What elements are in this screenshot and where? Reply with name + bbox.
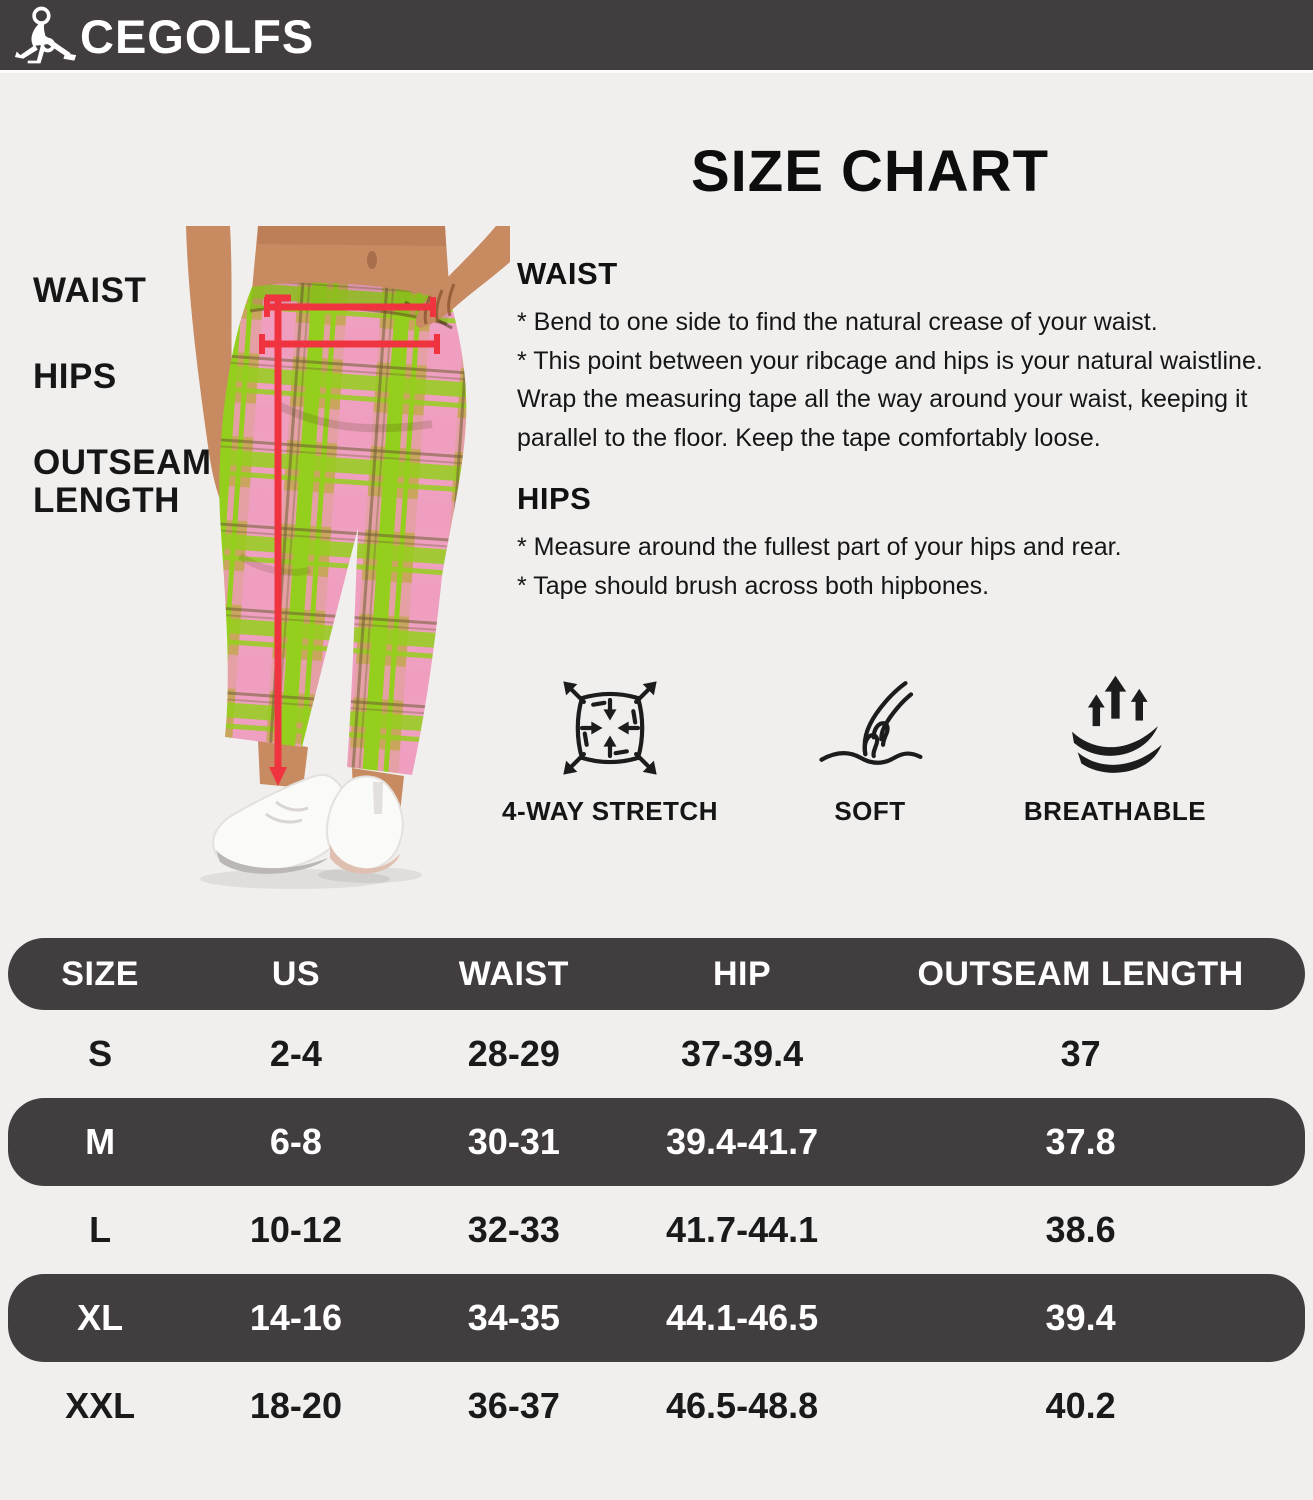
- waist-measure-label: WAIST: [33, 271, 147, 310]
- cell-us: 14-16: [249, 1297, 342, 1338]
- cell-outseam: 37: [1060, 1033, 1101, 1074]
- table-row-l: L 10-12 32-33 41.7-44.1 38.6: [8, 1186, 1305, 1274]
- cell-hip: 46.5-48.8: [666, 1385, 819, 1426]
- cell-size: XL: [77, 1297, 124, 1338]
- hips-measure-label: HIPS: [33, 357, 117, 396]
- feature-breathable: BREATHABLE: [1000, 672, 1230, 827]
- column-header-hip: HIP: [712, 954, 772, 993]
- size-table: SIZE US WAIST HIP OUTSEAM LENGTH S 2-4 2…: [8, 938, 1305, 1450]
- waist-instructions-heading: WAIST: [517, 256, 618, 291]
- cell-us: 6-8: [269, 1121, 322, 1162]
- table-row-xxl: XXL 18-20 36-37 46.5-48.8 40.2: [8, 1362, 1305, 1450]
- cell-us: 18-20: [249, 1385, 342, 1426]
- feature-label: SOFT: [834, 796, 906, 826]
- table-row-xl: XL 14-16 34-35 44.1-46.5 39.4: [8, 1274, 1305, 1362]
- cell-waist: 34-35: [467, 1297, 560, 1338]
- cell-outseam: 37.8: [1045, 1121, 1116, 1162]
- cell-waist: 32-33: [467, 1209, 560, 1250]
- feature-four-way-stretch: 4-WAY STRETCH: [500, 672, 720, 827]
- size-table-header: SIZE US WAIST HIP OUTSEAM LENGTH: [8, 938, 1305, 1010]
- cell-outseam: 39.4: [1045, 1297, 1116, 1338]
- cell-outseam: 38.6: [1045, 1209, 1116, 1250]
- cell-hip: 37-39.4: [681, 1033, 804, 1074]
- table-row-m: M 6-8 30-31 39.4-41.7 37.8: [8, 1098, 1305, 1186]
- soft-touch-icon: [819, 681, 923, 765]
- column-header-size: SIZE: [61, 954, 139, 993]
- cell-waist: 36-37: [467, 1385, 560, 1426]
- cell-size: S: [88, 1033, 113, 1074]
- hips-instructions-heading: HIPS: [517, 481, 592, 516]
- model-photo: [180, 226, 510, 936]
- cell-size: L: [89, 1209, 112, 1250]
- cell-size: M: [85, 1121, 116, 1162]
- waist-bullet-1: * Bend to one side to find the natural c…: [517, 308, 1158, 336]
- model-wearing-plaid-pants-image: [186, 226, 510, 889]
- breathable-icon: [1072, 675, 1162, 773]
- hips-bullet-1: * Measure around the fullest part of you…: [517, 533, 1122, 561]
- cell-hip: 44.1-46.5: [666, 1297, 819, 1338]
- cell-outseam: 40.2: [1045, 1385, 1116, 1426]
- outseam-measure-label: OUTSEAM LENGTH: [33, 443, 212, 520]
- hips-bullet-2: * Tape should brush across both hipbones…: [517, 571, 990, 600]
- waist-bullet-2: * This point between your ribcage and hi…: [517, 346, 1263, 452]
- brand-logo: CEGOLFS: [14, 4, 314, 66]
- cell-size: XXL: [65, 1385, 136, 1426]
- waist-instructions-text: * Bend to one side to find the natural c…: [517, 303, 1313, 457]
- hips-instructions-text: * Measure around the fullest part of you…: [517, 528, 1313, 605]
- cell-waist: 28-29: [467, 1033, 560, 1074]
- cell-hip: 39.4-41.7: [666, 1121, 819, 1162]
- column-header-waist: WAIST: [458, 954, 569, 993]
- column-header-us: US: [271, 954, 321, 993]
- table-row-s: S 2-4 28-29 37-39.4 37: [8, 1010, 1305, 1098]
- cell-us: 2-4: [269, 1033, 322, 1074]
- brand-logo-text: CEGOLFS: [80, 10, 315, 63]
- four-way-stretch-icon: [563, 681, 657, 775]
- cell-us: 10-12: [249, 1209, 342, 1250]
- brand-header-bar: CEGOLFS: [0, 0, 1313, 73]
- cell-waist: 30-31: [467, 1121, 560, 1162]
- cell-hip: 41.7-44.1: [666, 1209, 819, 1250]
- feature-label: BREATHABLE: [1023, 796, 1207, 826]
- column-header-outseam: OUTSEAM LENGTH: [917, 954, 1244, 993]
- feature-label: 4-WAY STRETCH: [502, 796, 718, 826]
- golfer-icon: [14, 6, 77, 64]
- measurement-guides: [259, 294, 440, 786]
- feature-soft: SOFT: [760, 672, 980, 827]
- page-title: SIZE CHART: [691, 139, 1049, 204]
